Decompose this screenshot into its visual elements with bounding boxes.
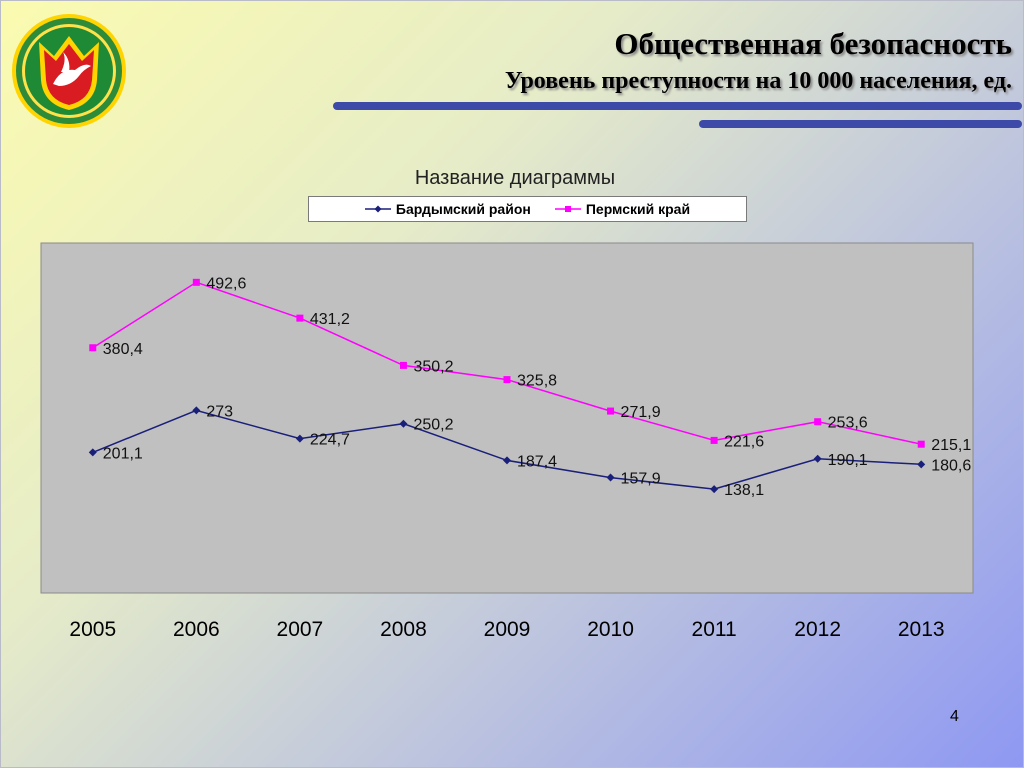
data-label: 380,4 <box>103 341 143 358</box>
data-point-marker <box>192 406 201 415</box>
data-label: 253,6 <box>828 415 868 432</box>
legend-swatch-bardym <box>364 205 391 213</box>
data-point-marker <box>399 361 407 369</box>
data-label: 180,6 <box>931 457 971 474</box>
data-label: 215,1 <box>931 437 971 454</box>
x-tick-label: 2013 <box>898 618 945 641</box>
data-point-marker <box>606 473 615 482</box>
data-label: 224,7 <box>310 432 350 449</box>
data-point-marker <box>814 418 822 426</box>
x-tick-label: 2008 <box>380 618 427 641</box>
data-label: 250,2 <box>413 417 453 434</box>
data-point-marker <box>917 460 926 469</box>
x-tick-label: 2006 <box>173 618 220 641</box>
chart-legend: Бардымский район Пермский край <box>308 196 747 222</box>
data-label: 157,9 <box>621 471 661 488</box>
page-number: 4 <box>950 708 959 725</box>
slide-title: Общественная безопасность <box>614 26 1012 61</box>
x-tick-label: 2010 <box>587 618 634 641</box>
data-point-marker <box>192 278 200 286</box>
data-point-marker <box>295 434 304 443</box>
legend-swatch-perm <box>554 206 581 212</box>
data-label: 190,1 <box>828 452 868 469</box>
x-tick-label: 2011 <box>692 618 737 641</box>
data-label: 187,4 <box>517 453 557 470</box>
legend-label-perm: Пермский край <box>585 201 691 217</box>
data-point-marker <box>917 440 925 448</box>
decorative-bar-lower <box>699 120 1022 128</box>
x-tick-label: 2009 <box>484 618 531 641</box>
chart-title: Название диаграммы <box>414 167 616 189</box>
legend-item-perm: Пермский край <box>554 201 691 217</box>
data-point-marker <box>503 456 511 465</box>
slide-subtitle: Уровень преступности на 10 000 населения… <box>504 68 1012 94</box>
data-label: 431,2 <box>310 311 350 328</box>
data-label: 221,6 <box>724 433 764 450</box>
emblem-logo <box>12 14 126 128</box>
data-point-marker <box>607 407 615 415</box>
data-label: 201,1 <box>103 445 143 462</box>
data-label: 271,9 <box>621 404 661 421</box>
data-label: 138,1 <box>724 482 764 499</box>
data-point-marker <box>710 485 719 494</box>
data-point-marker <box>296 314 304 322</box>
data-point-marker <box>503 376 511 384</box>
decorative-bar-upper <box>333 102 1022 110</box>
x-tick-label: 2007 <box>277 618 324 641</box>
data-label: 492,6 <box>206 275 246 292</box>
x-tick-label: 2005 <box>69 618 116 641</box>
data-label: 325,8 <box>517 373 557 390</box>
data-point-marker <box>399 419 408 428</box>
legend-item-bardym: Бардымский район <box>364 201 531 217</box>
legend-label-bardym: Бардымский район <box>395 201 531 217</box>
plot-area <box>40 242 974 594</box>
data-point-marker <box>813 454 822 463</box>
data-point-marker <box>89 344 97 352</box>
data-point-marker <box>88 448 97 457</box>
data-label: 273 <box>206 403 233 420</box>
data-point-marker <box>710 436 718 444</box>
data-label: 350,2 <box>413 358 453 375</box>
x-tick-label: 2012 <box>794 618 841 641</box>
